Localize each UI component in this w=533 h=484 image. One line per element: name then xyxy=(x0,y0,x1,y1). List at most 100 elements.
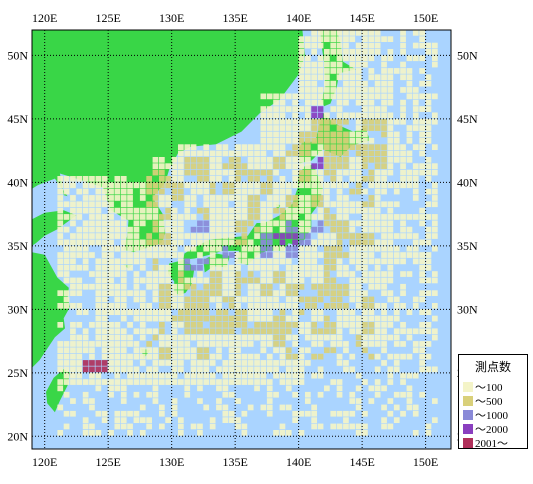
observation-cell xyxy=(165,360,171,366)
observation-cell xyxy=(260,239,267,246)
observation-cell xyxy=(317,207,324,214)
observation-cell xyxy=(311,150,317,157)
observation-cell xyxy=(374,277,381,284)
observation-cell xyxy=(324,55,330,62)
observation-cell xyxy=(349,61,356,68)
observation-cell xyxy=(127,334,133,341)
observation-cell xyxy=(235,258,241,265)
observation-cell xyxy=(266,391,273,398)
observation-cell xyxy=(190,239,197,246)
observation-cell xyxy=(298,245,305,252)
observation-cell xyxy=(254,258,260,265)
observation-cell xyxy=(355,137,362,144)
observation-cell xyxy=(343,80,349,87)
observation-cell xyxy=(70,239,76,246)
observation-cell xyxy=(419,214,425,220)
observation-cell xyxy=(324,233,330,239)
observation-cell xyxy=(159,233,165,239)
observation-cell xyxy=(216,404,222,411)
observation-cell xyxy=(412,188,419,195)
observation-cell xyxy=(120,347,127,354)
observation-cell xyxy=(89,322,95,328)
observation-cell xyxy=(292,125,298,131)
observation-cell xyxy=(209,220,216,227)
observation-cell xyxy=(362,157,368,163)
observation-cell xyxy=(279,283,286,290)
observation-cell xyxy=(387,398,394,404)
observation-cell xyxy=(228,226,235,233)
observation-cell xyxy=(362,106,368,112)
observation-cell xyxy=(209,182,216,189)
observation-cell xyxy=(235,334,241,341)
observation-cell xyxy=(292,290,298,296)
observation-cell xyxy=(317,341,324,347)
observation-cell xyxy=(247,303,254,309)
observation-cell xyxy=(101,182,108,189)
observation-cell xyxy=(178,220,184,227)
observation-cell xyxy=(349,207,356,214)
observation-cell xyxy=(184,328,191,335)
observation-cell xyxy=(178,360,184,366)
observation-cell xyxy=(349,258,356,265)
observation-cell xyxy=(254,176,260,182)
observation-cell xyxy=(432,398,438,404)
observation-cell xyxy=(311,112,317,119)
observation-cell xyxy=(260,93,267,100)
observation-cell xyxy=(266,226,273,233)
observation-cell xyxy=(425,239,432,246)
observation-cell xyxy=(381,99,387,106)
observation-cell xyxy=(222,277,229,284)
observation-cell xyxy=(305,220,311,227)
observation-cell xyxy=(139,195,146,201)
observation-cell xyxy=(387,118,394,125)
observation-cell xyxy=(254,283,260,290)
observation-cell xyxy=(298,169,305,176)
observation-cell xyxy=(101,296,108,303)
legend-item-2001: 2001～ xyxy=(463,437,508,450)
observation-cell xyxy=(203,188,210,195)
observation-cell xyxy=(305,252,311,258)
observation-cell xyxy=(184,391,191,398)
observation-cell xyxy=(292,296,298,303)
observation-cell xyxy=(387,233,394,239)
observation-cell xyxy=(305,99,311,106)
observation-cell xyxy=(279,423,286,430)
observation-cell xyxy=(209,258,216,265)
observation-cell xyxy=(184,169,191,176)
observation-cell xyxy=(165,303,171,309)
observation-cell xyxy=(317,125,324,131)
observation-cell xyxy=(57,252,64,258)
observation-cell xyxy=(343,201,349,208)
observation-cell xyxy=(266,220,273,227)
observation-cell xyxy=(400,99,406,106)
observation-cell xyxy=(95,283,102,290)
observation-cell xyxy=(266,163,273,169)
observation-cell xyxy=(393,131,400,138)
observation-cell xyxy=(190,360,197,366)
observation-cell xyxy=(419,277,425,284)
observation-cell xyxy=(412,430,419,436)
observation-cell xyxy=(317,226,324,233)
observation-cell xyxy=(330,322,337,328)
observation-cell xyxy=(235,309,241,315)
observation-cell xyxy=(349,226,356,233)
observation-cell xyxy=(406,131,413,138)
observation-cell xyxy=(317,150,324,157)
observation-cell xyxy=(387,207,394,214)
observation-cell xyxy=(190,303,197,309)
observation-cell xyxy=(222,239,229,246)
observation-cell xyxy=(305,182,311,189)
observation-cell xyxy=(82,182,89,189)
observation-cell xyxy=(292,99,298,106)
observation-cell xyxy=(425,328,432,335)
observation-cell xyxy=(374,322,381,328)
observation-cell xyxy=(139,379,146,385)
observation-cell xyxy=(260,404,267,411)
observation-cell xyxy=(203,328,210,335)
observation-cell xyxy=(343,137,349,144)
observation-cell xyxy=(95,341,102,347)
observation-cell xyxy=(101,176,108,182)
observation-cell xyxy=(355,290,362,296)
observation-cell xyxy=(76,290,83,296)
